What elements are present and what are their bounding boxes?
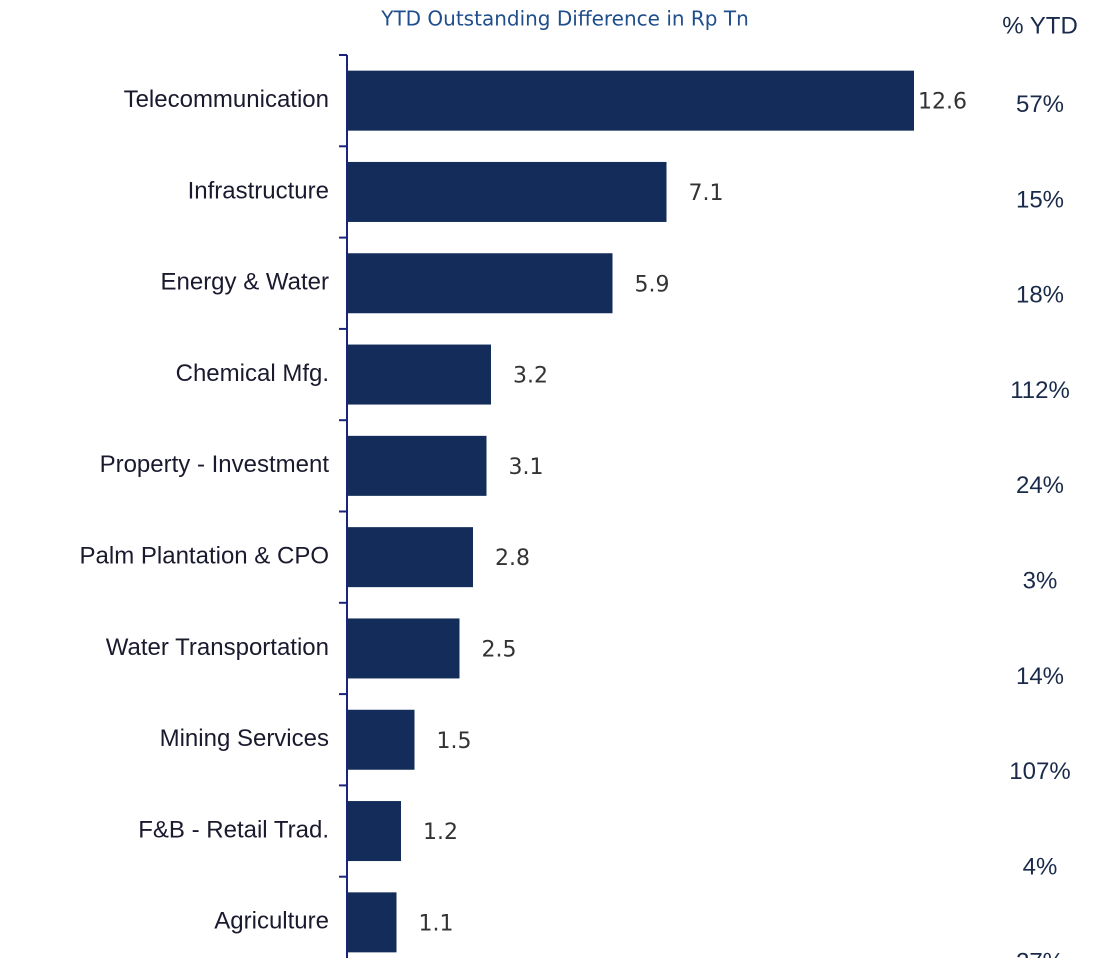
bar xyxy=(347,709,415,770)
chart-title: YTD Outstanding Difference in Rp Tn xyxy=(380,7,749,31)
value-label: 2.8 xyxy=(495,546,530,571)
category-label: Telecommunication xyxy=(124,86,329,113)
bar xyxy=(347,801,401,862)
ytd-pct: 24% xyxy=(1016,472,1064,499)
category-label: Property - Investment xyxy=(100,451,330,478)
value-label: 3.2 xyxy=(513,364,548,389)
category-label: Water Transportation xyxy=(106,634,329,661)
bar xyxy=(347,527,473,588)
ytd-pct: 57% xyxy=(1016,91,1064,118)
category-label: Chemical Mfg. xyxy=(176,360,329,387)
bar xyxy=(347,892,397,953)
bar xyxy=(347,253,613,314)
category-label: Infrastructure xyxy=(188,177,329,204)
category-label: Mining Services xyxy=(160,725,329,752)
ytd-pct: 112% xyxy=(1010,377,1070,404)
bar xyxy=(347,161,667,222)
value-label: 1.1 xyxy=(419,911,454,936)
bar xyxy=(347,618,460,679)
category-label: Agriculture xyxy=(214,908,329,935)
ytd-pct: 27% xyxy=(1016,949,1064,958)
bar xyxy=(347,344,491,405)
value-label: 2.5 xyxy=(482,637,517,662)
category-label: Energy & Water xyxy=(160,269,329,296)
category-label: F&B - Retail Trad. xyxy=(138,816,329,843)
bar xyxy=(347,435,487,496)
value-label: 1.2 xyxy=(423,820,458,845)
ytd-pct: 107% xyxy=(1009,758,1070,785)
value-label: 7.1 xyxy=(689,181,724,206)
ytd-pct: 18% xyxy=(1016,282,1064,309)
value-label: 3.1 xyxy=(509,455,544,480)
ytd-pct: 15% xyxy=(1016,186,1064,213)
ytd-pct: 3% xyxy=(1023,567,1058,594)
bar xyxy=(347,70,914,131)
value-label: 1.5 xyxy=(437,729,472,754)
ytd-pct: 4% xyxy=(1023,853,1058,880)
category-label: Palm Plantation & CPO xyxy=(80,542,329,569)
column-header: % YTD xyxy=(1002,12,1078,39)
ytd-pct: 14% xyxy=(1016,663,1064,690)
value-label: 5.9 xyxy=(635,272,670,297)
value-label: 12.6 xyxy=(918,90,967,115)
